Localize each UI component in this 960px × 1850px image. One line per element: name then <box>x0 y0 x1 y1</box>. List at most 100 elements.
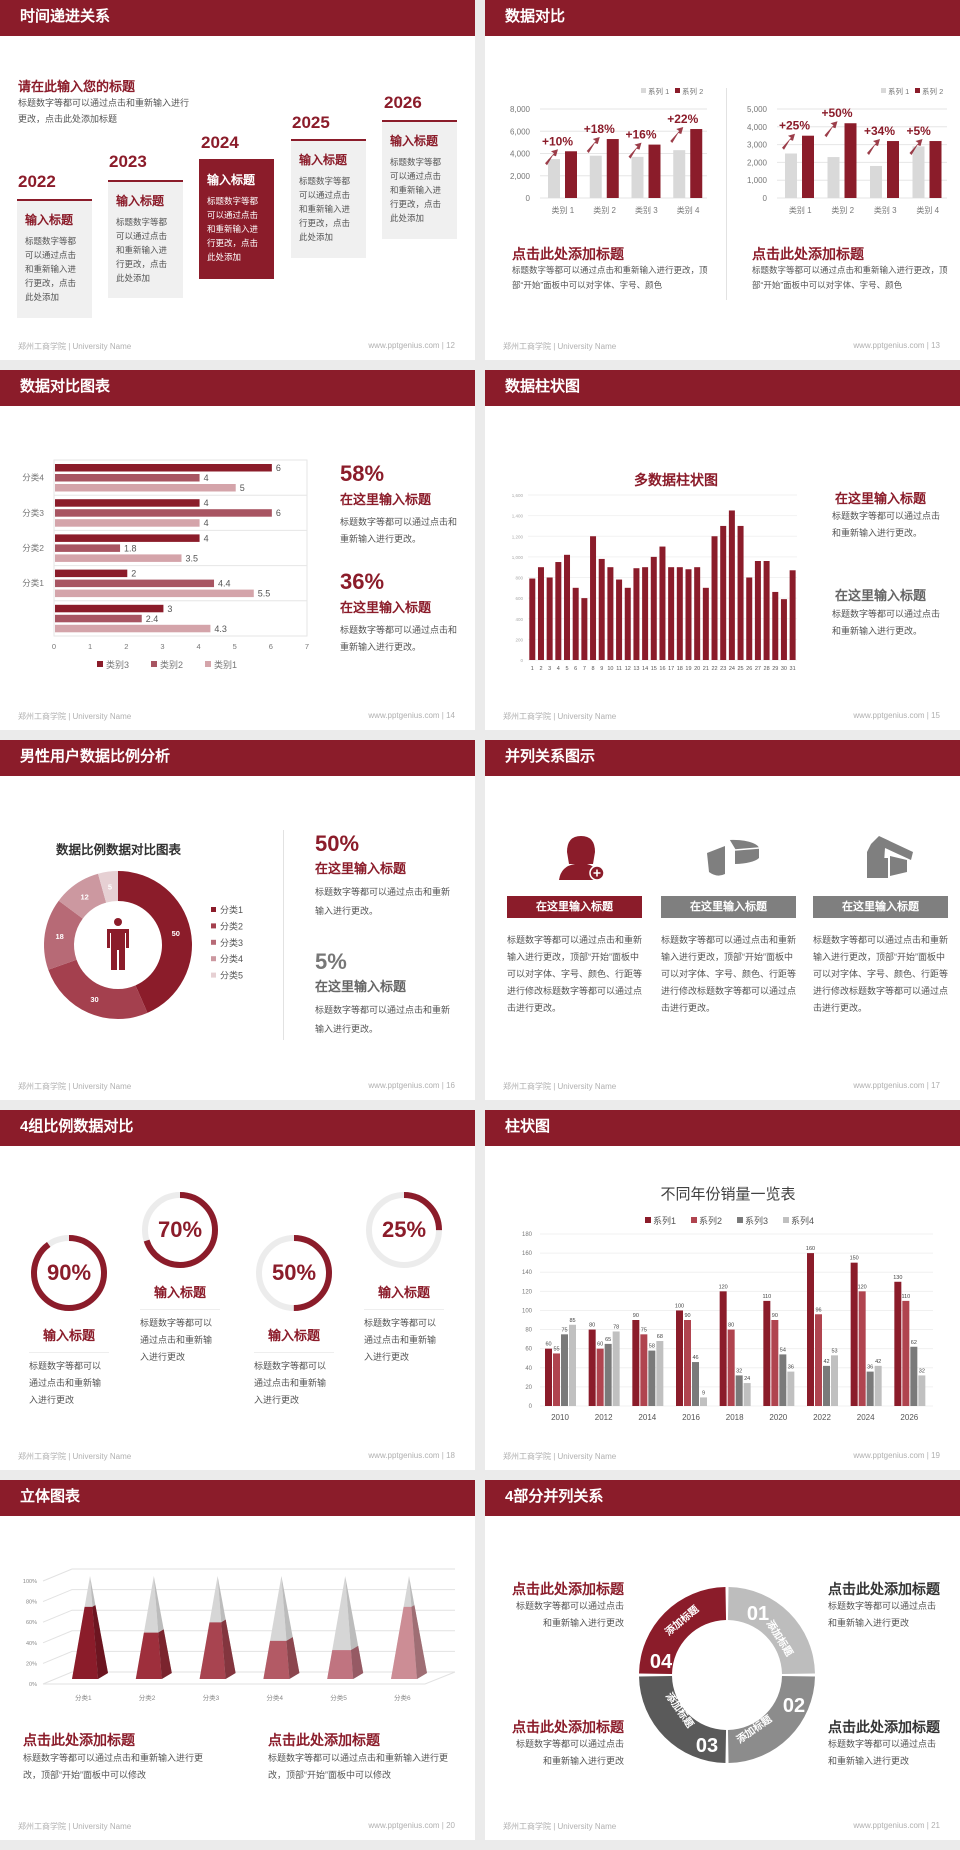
bar <box>743 1383 751 1406</box>
desc-line: 标题数字等都可以通过点击 <box>828 1601 937 1611</box>
timeline-card: 输入标题 标题数字等都可以通过点击和重新输入进行更改，点击此处添加 <box>291 139 366 258</box>
slide-12-timeline: 时间递进关系 请在此输入您的标题 标题数字等都可以通过点击和重新输入进行更改，点… <box>0 0 475 360</box>
desc-line: 和重新输入进行更改 <box>828 1618 910 1628</box>
bar <box>650 556 657 660</box>
pyramid-shade <box>350 1645 364 1679</box>
x-tick-label: 类别 4 <box>677 205 700 215</box>
pyramid-shade <box>411 1605 427 1679</box>
y-tick-label: 400 <box>515 617 523 622</box>
legend-swatch <box>645 1217 651 1223</box>
data-label: 130 <box>893 1275 902 1281</box>
column-label-2: 在这里输入标题 <box>661 896 796 918</box>
gridline <box>42 1671 455 1685</box>
bar <box>802 135 814 198</box>
bar <box>737 525 744 660</box>
pyramid-value <box>199 1622 226 1679</box>
data-label: 4 <box>204 533 209 543</box>
pyramid-value <box>263 1640 290 1679</box>
legend-swatch <box>915 88 920 93</box>
data-label: 85 <box>569 1318 575 1324</box>
pyramid-value-side <box>350 1645 364 1679</box>
gridline <box>42 1609 455 1623</box>
desc-line: 和重新输入进行更改 <box>542 1618 624 1628</box>
bar <box>815 1314 822 1406</box>
x-tick-label: 25 <box>737 666 743 672</box>
y-tick-label: 0 <box>763 194 768 203</box>
slide-title: 数据柱状图 <box>485 370 960 406</box>
x-tick-label: 15 <box>651 666 657 672</box>
ring-title: 输入标题 <box>364 1282 444 1310</box>
bar <box>55 589 254 598</box>
x-tick-label: 17 <box>668 666 674 672</box>
x-tick-label: 类别 3 <box>635 205 658 215</box>
x-tick-label: 18 <box>677 666 683 672</box>
bar <box>607 567 614 660</box>
subtitle-desc: 标题数字等都可以通过点击和重新输入进行更改，点击此处添加标题 <box>18 98 190 124</box>
bar <box>844 123 857 198</box>
footer-site: www.pptgenius.com | 17 <box>853 1081 940 1090</box>
gridline <box>42 1589 455 1603</box>
legend-swatch <box>211 939 216 945</box>
bar <box>55 579 215 588</box>
data-label: 78 <box>613 1324 619 1330</box>
legend-label: 系列 1 <box>888 86 909 96</box>
footer-url: www.pptgenius.com <box>853 1821 925 1830</box>
growth-arrow-icon <box>586 137 600 154</box>
y-tick-label: 40 <box>525 1366 532 1372</box>
x-tick-label: 分类4 <box>266 1693 283 1702</box>
x-tick-label: 26 <box>746 666 752 672</box>
bar <box>763 1300 771 1406</box>
data-label: 4 <box>204 498 209 508</box>
legend-swatch <box>641 88 646 93</box>
page-number: | 13 <box>926 341 940 350</box>
data-label: 32 <box>736 1368 742 1374</box>
chart-title: 多数据柱状图 <box>634 472 718 488</box>
bar <box>55 554 182 562</box>
x-tick-label: 2 <box>539 666 542 672</box>
bar <box>589 155 602 198</box>
y-tick-label: 4,000 <box>747 123 768 132</box>
slice-label: 50 <box>172 929 180 938</box>
legend-label: 系列 1 <box>648 86 669 96</box>
x-tick-label: 分类5 <box>330 1693 347 1702</box>
bar <box>719 1291 727 1406</box>
footer-site: www.pptgenius.com | 21 <box>853 1821 940 1830</box>
legend-label: 分类2 <box>220 920 243 931</box>
y-tick-label: 100 <box>522 1308 533 1314</box>
data-label: 6 <box>276 463 281 473</box>
category-label: 分类3 <box>22 508 44 518</box>
growth-label: +5% <box>907 124 932 138</box>
segment-number: 04 <box>650 1651 673 1673</box>
bar <box>668 567 675 660</box>
stat-desc: 标题数字等都可以通过点击和重新输入进行更改。 <box>340 517 458 544</box>
pie-chart-3d-icon <box>707 839 760 876</box>
page-number: | 12 <box>441 341 455 350</box>
bar <box>553 1353 560 1406</box>
slide-title: 4部分并列关系 <box>485 1480 960 1516</box>
bar <box>918 1375 926 1406</box>
timeline-card: 输入标题 标题数字等都可以通过点击和重新输入进行更改，点击此处添加 <box>17 199 92 318</box>
footer-university: 郑州工商学院 | University Name <box>18 1822 132 1831</box>
data-label: 6 <box>276 508 281 518</box>
slice-label: 5 <box>108 883 112 892</box>
y-tick-label: 5,000 <box>747 105 768 114</box>
bar <box>537 567 544 660</box>
bar <box>700 1397 707 1406</box>
legend-label: 系列3 <box>745 1215 768 1226</box>
stat-percent: 58% <box>340 461 385 486</box>
slide-title: 时间递进关系 <box>0 0 475 36</box>
slide-15-column-chart: 数据柱状图 多数据柱状图 0 200 400 600 800 1,000 1,200 1,400… <box>485 370 960 730</box>
x-tick-label: 类别 3 <box>874 205 897 215</box>
data-label: 2 <box>131 569 136 579</box>
footer-url: www.pptgenius.com <box>853 1451 925 1460</box>
footer-url: www.pptgenius.com <box>853 1081 925 1090</box>
data-label: 9 <box>702 1390 705 1396</box>
card-title: 输入标题 <box>116 194 165 208</box>
legend-label: 系列1 <box>653 1215 676 1226</box>
data-label: 54 <box>780 1347 786 1353</box>
bar <box>588 1329 596 1406</box>
y-tick-label: 0 <box>529 1404 533 1410</box>
bar <box>604 1343 612 1406</box>
data-label: 96 <box>815 1307 821 1313</box>
stat-percent: 5% <box>315 949 347 974</box>
